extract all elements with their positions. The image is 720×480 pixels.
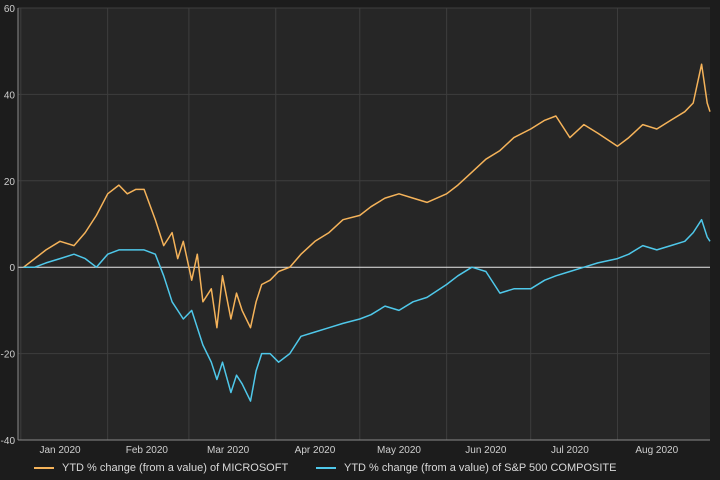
line-chart: -40 -20 0 20 40 60 Jan 2020 Feb 2020 Mar 2020 Apr…: [1, 4, 711, 456]
y-tick-label: -40: [1, 436, 16, 447]
y-tick-label: 60: [4, 4, 16, 15]
legend: YTD % change (from a value) of MICROSOFT…: [0, 458, 720, 480]
legend-swatch-sp500: [316, 467, 336, 469]
x-tick-label: Aug 2020: [635, 445, 678, 456]
y-tick-label: 0: [9, 263, 15, 274]
legend-swatch-microsoft: [34, 467, 54, 469]
x-tick-label: May 2020: [377, 445, 421, 456]
legend-item-microsoft: YTD % change (from a value) of MICROSOFT: [34, 462, 288, 474]
series-line-microsoft: [23, 63, 711, 329]
x-tick-label: Jul 2020: [551, 445, 589, 456]
x-tick-label: Apr 2020: [295, 445, 336, 456]
y-tick-label: 40: [4, 90, 16, 101]
legend-item-sp500: YTD % change (from a value) of S&P 500 C…: [316, 462, 616, 474]
x-tick-label: Jan 2020: [39, 445, 81, 456]
plot-area: [18, 8, 710, 440]
y-tick-label: 20: [4, 177, 16, 188]
legend-label-microsoft: YTD % change (from a value) of MICROSOFT: [62, 462, 289, 474]
x-tick-label: Feb 2020: [126, 445, 169, 456]
x-tick-label: Jun 2020: [465, 445, 507, 456]
legend-label-sp500: YTD % change (from a value) of S&P 500 C…: [344, 462, 617, 474]
series-line-sp500: [23, 218, 711, 402]
x-tick-label: Mar 2020: [207, 445, 250, 456]
y-tick-label: -20: [1, 350, 16, 361]
